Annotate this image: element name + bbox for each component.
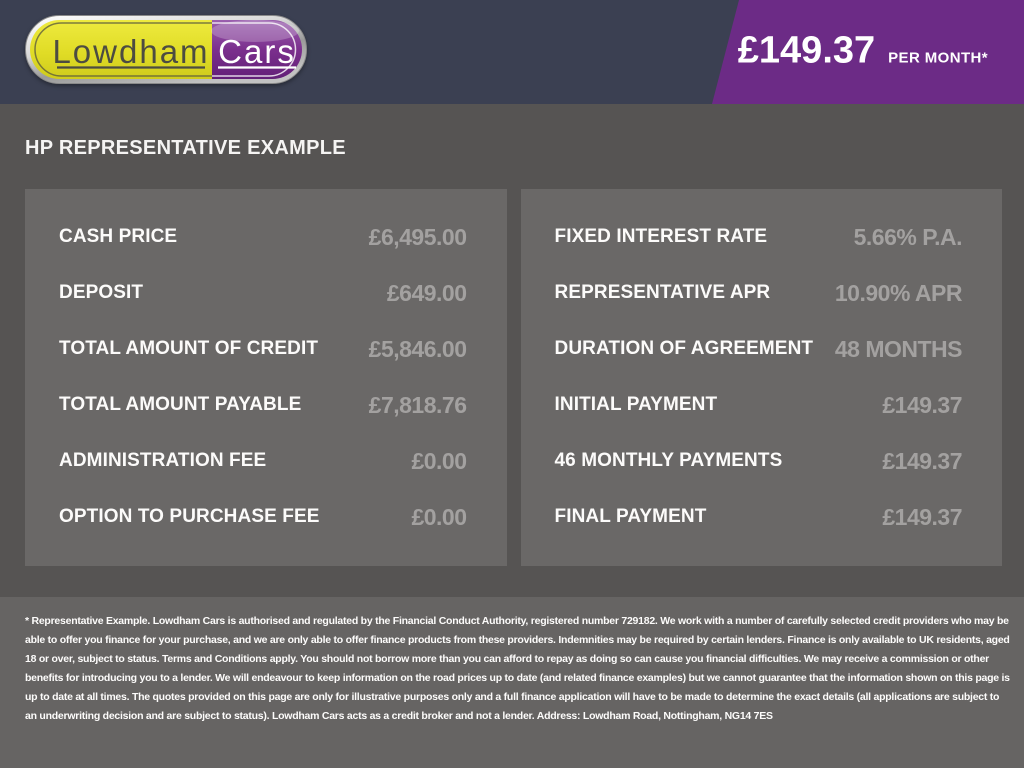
finance-row-label: CASH PRICE [59,226,178,247]
logo-yellow-section [30,20,212,79]
finance-row: REPRESENTATIVE APR 10.90% APR [555,265,963,321]
finance-panel-left: CASH PRICE £6,495.00 DEPOSIT £649.00 TOT… [25,189,507,566]
finance-row-value: £649.00 [386,279,467,306]
logo-text-cars: Cars [218,33,296,70]
price-period: PER MONTH* [888,49,988,67]
finance-row: INITIAL PAYMENT £149.37 [555,377,963,433]
monthly-price-group: £149.37 PER MONTH* [738,30,988,73]
lowdham-cars-logo: Lowdham Cars [25,15,307,84]
finance-row-label: OPTION TO PURCHASE FEE [59,506,320,527]
finance-panel-right: FIXED INTEREST RATE 5.66% P.A. REPRESENT… [520,189,1002,566]
finance-row: DURATION OF AGREEMENT 48 MONTHS [555,321,963,377]
finance-row-value: £0.00 [411,503,467,530]
logo-purple-section [212,20,302,79]
finance-row-label: 46 MONTHLY PAYMENTS [554,450,783,471]
finance-panels: CASH PRICE £6,495.00 DEPOSIT £649.00 TOT… [25,189,1002,566]
logo-inner-ring-light [212,22,297,77]
finance-row: FIXED INTEREST RATE 5.66% P.A. [555,209,963,265]
finance-row-value: £0.00 [411,447,467,474]
header: £149.37 PER MONTH* [0,0,1024,104]
finance-row: TOTAL AMOUNT PAYABLE £7,818.76 [59,377,467,433]
finance-row: 46 MONTHLY PAYMENTS £149.37 [555,433,963,489]
finance-row: TOTAL AMOUNT OF CREDIT £5,846.00 [59,321,467,377]
finance-row: FINAL PAYMENT £149.37 [555,489,963,545]
finance-row-value: £149.37 [882,391,962,418]
finance-row-label: DEPOSIT [59,282,144,303]
finance-row-value: £7,818.76 [368,391,467,418]
finance-row-label: FIXED INTEREST RATE [554,226,768,247]
finance-row: OPTION TO PURCHASE FEE £0.00 [59,489,467,545]
finance-row-label: DURATION OF AGREEMENT [554,338,814,359]
finance-row-value: £149.37 [882,447,962,474]
finance-row: DEPOSIT £649.00 [59,265,467,321]
logo-text-lowdham: Lowdham [52,33,209,70]
main-section: HP REPRESENTATIVE EXAMPLE CASH PRICE £6,… [0,104,1024,597]
finance-row-label: ADMINISTRATION FEE [59,450,267,471]
finance-row-label: TOTAL AMOUNT PAYABLE [59,394,302,415]
finance-row-value: 48 MONTHS [834,335,963,362]
price-banner: £149.37 PER MONTH* [712,0,1024,104]
finance-row-value: £5,846.00 [368,335,467,362]
finance-row-label: FINAL PAYMENT [554,506,707,527]
logo-gloss [211,20,299,42]
logo-inner-ring-dark [34,22,212,77]
finance-row-label: TOTAL AMOUNT OF CREDIT [59,338,319,359]
finance-row: ADMINISTRATION FEE £0.00 [59,433,467,489]
finance-row-label: INITIAL PAYMENT [554,394,718,415]
footer: * Representative Example. Lowdham Cars i… [0,597,1024,768]
disclaimer-text: * Representative Example. Lowdham Cars i… [25,615,1010,722]
finance-row-value: £6,495.00 [368,223,467,250]
finance-row: CASH PRICE £6,495.00 [59,209,467,265]
finance-row-value: 10.90% APR [834,279,963,306]
finance-row-label: REPRESENTATIVE APR [554,282,771,303]
monthly-price: £149.37 [737,29,876,72]
page-title: HP REPRESENTATIVE EXAMPLE [25,137,346,159]
finance-row-value: £149.37 [882,503,962,530]
finance-row-value: 5.66% P.A. [853,223,963,250]
